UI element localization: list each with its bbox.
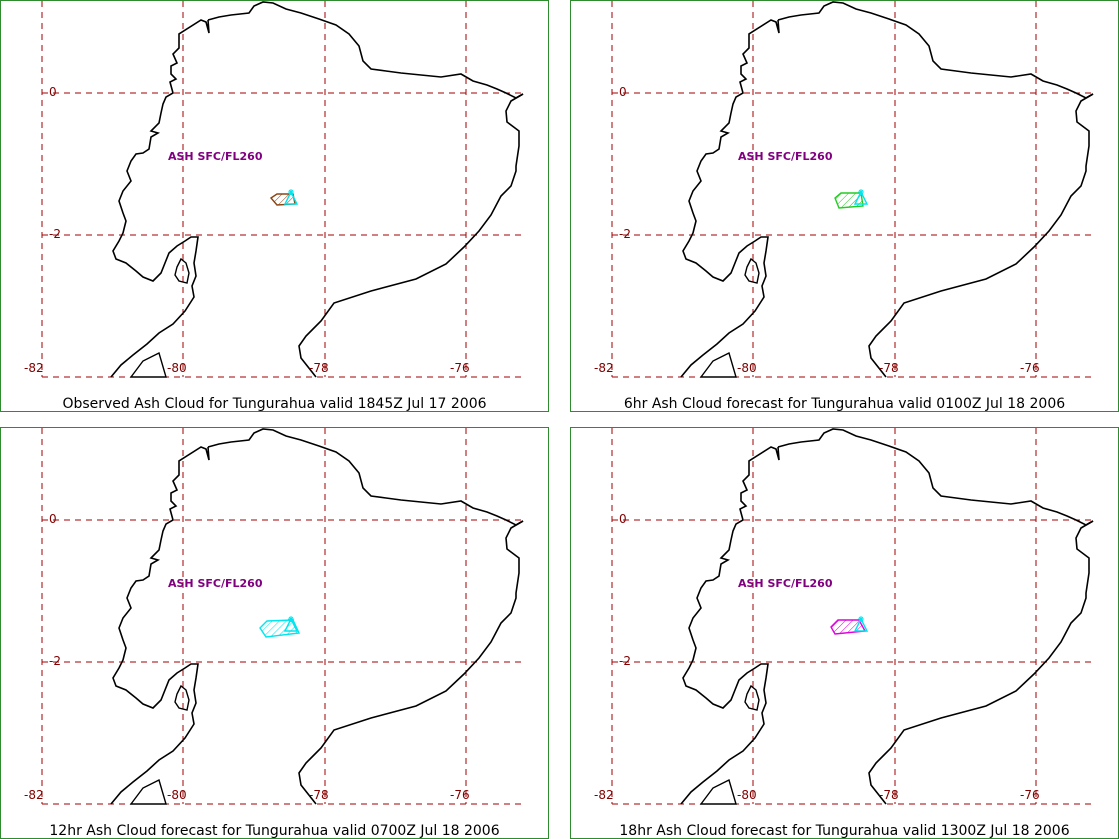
panel-caption: 6hr Ash Cloud forecast for Tungurahua va…	[623, 396, 1066, 412]
island-outline	[174, 257, 190, 284]
map-canvas	[611, 428, 1094, 805]
coastline	[298, 93, 524, 378]
longitude-label: -82	[24, 788, 44, 802]
panel-caption: 12hr Ash Cloud forecast for Tungurahua v…	[49, 823, 500, 839]
coastline	[207, 428, 524, 526]
longitude-label: -76	[450, 361, 470, 375]
map-panel: -82 -80 -78 -76 0 -2 ASH SFC/FL260 18hr Ash Clo…	[570, 427, 1119, 839]
latitude-label: -2	[619, 654, 631, 668]
island-outline	[699, 351, 737, 378]
panel-caption: Observed Ash Cloud for Tungurahua valid …	[62, 396, 487, 412]
coastline	[110, 446, 210, 805]
map-panel: -82 -80 -78 -76 0 -2 ASH SFC/FL260 12hr Ash Clo…	[0, 427, 549, 839]
map-canvas	[611, 1, 1094, 378]
latitude-label: 0	[49, 512, 57, 526]
volcano-vent-icon	[288, 189, 294, 195]
island-outline	[699, 778, 737, 805]
ash-altitude-label: ASH SFC/FL260	[168, 150, 263, 163]
panel-caption: 18hr Ash Cloud forecast for Tungurahua v…	[619, 823, 1070, 839]
coastline	[868, 93, 1094, 378]
longitude-label: -80	[167, 788, 187, 802]
coastline	[777, 428, 1094, 526]
coastline	[298, 520, 524, 805]
longitude-label: -82	[24, 361, 44, 375]
latitude-label: -2	[49, 654, 61, 668]
coastline	[777, 1, 1094, 99]
island-outline	[174, 684, 190, 711]
longitude-label: -80	[737, 788, 757, 802]
ash-altitude-label: ASH SFC/FL260	[738, 150, 833, 163]
longitude-label: -80	[167, 361, 187, 375]
island-outline	[129, 351, 167, 378]
island-outline	[129, 778, 167, 805]
latitude-label: 0	[619, 512, 627, 526]
volcano-marker-icon	[283, 617, 299, 632]
longitude-label: -78	[309, 361, 329, 375]
latitude-label: -2	[619, 227, 631, 241]
volcano-vent-icon	[858, 616, 864, 622]
volcano-marker-icon	[853, 190, 869, 205]
island-outline	[744, 257, 760, 284]
ash-altitude-label: ASH SFC/FL260	[168, 577, 263, 590]
longitude-label: -78	[309, 788, 329, 802]
volcano-vent-icon	[858, 189, 864, 195]
longitude-label: -78	[879, 361, 899, 375]
longitude-label: -82	[594, 361, 614, 375]
map-panel: -82 -80 -78 -76 0 -2 ASH SFC/FL260 Observed Ash…	[0, 0, 549, 412]
volcano-marker-icon	[283, 190, 299, 205]
volcano-vent-icon	[288, 616, 294, 622]
coastline	[207, 1, 524, 99]
volcano-marker-icon	[853, 617, 869, 632]
longitude-label: -76	[1020, 361, 1040, 375]
longitude-label: -80	[737, 361, 757, 375]
latitude-label: 0	[619, 85, 627, 99]
island-outline	[744, 684, 760, 711]
ash-altitude-label: ASH SFC/FL260	[738, 577, 833, 590]
map-panel: -82 -80 -78 -76 0 -2 ASH SFC/FL260 6hr Ash Clou…	[570, 0, 1119, 412]
longitude-label: -82	[594, 788, 614, 802]
latitude-label: 0	[49, 85, 57, 99]
latitude-label: -2	[49, 227, 61, 241]
map-canvas	[41, 428, 524, 805]
longitude-label: -76	[1020, 788, 1040, 802]
coastline	[680, 19, 780, 378]
longitude-label: -78	[879, 788, 899, 802]
coastline	[110, 19, 210, 378]
map-canvas	[41, 1, 524, 378]
coastline	[680, 446, 780, 805]
coastline	[868, 520, 1094, 805]
ash-cloud-polygon	[259, 619, 301, 638]
longitude-label: -76	[450, 788, 470, 802]
